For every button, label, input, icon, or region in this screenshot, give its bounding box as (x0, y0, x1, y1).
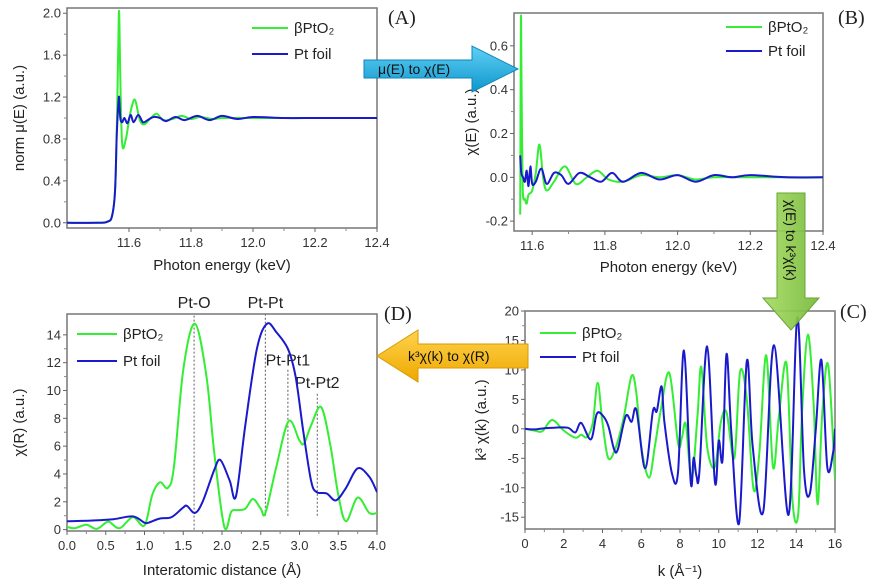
arrow-k3chi-to-r-label: k³χ(k) to χ(R) (408, 348, 490, 364)
x-tick-label: 11.6 (520, 238, 544, 253)
plot-frame (513, 12, 824, 232)
legend-label: Pt foil (768, 43, 806, 60)
y-tick-label: 14 (47, 327, 61, 342)
y-tick-label: 0 (512, 421, 519, 436)
y-tick-label: 0.2 (490, 126, 508, 141)
arrow-right-shape (363, 45, 520, 93)
arrow-left-shape (376, 329, 529, 383)
panel-label: (D) (384, 303, 412, 325)
panel-b-chi-e: 11.6 11.8 12.0 12.2 12.4 -0.2 0.0 0.2 0.4 0.6 βPtO… (463, 7, 865, 276)
y-tick-label: 8 (54, 411, 61, 426)
panel-label: (B) (838, 7, 865, 29)
peak-label-pt-o: Pt-O (178, 295, 211, 312)
legend-label: Pt foil (582, 349, 620, 366)
x-axis-title: Photon energy (keV) (600, 259, 738, 276)
y-tick-label: 0.6 (490, 38, 508, 53)
series-line-beta-pto2 (525, 333, 835, 524)
x-tick-label: 3.0 (290, 538, 308, 553)
y-tick-label: 4 (54, 466, 61, 481)
x-tick-label: 0 (521, 536, 528, 551)
peak-label-pt-pt2: Pt-Pt2 (295, 375, 340, 392)
y-tick-label: 10 (47, 383, 61, 398)
peak-label-pt-pt: Pt-Pt (248, 295, 284, 312)
x-tick-label: 4.0 (368, 538, 386, 553)
panel-d-chi-r: Pt-O Pt-Pt Pt-Pt1 Pt-Pt2 0.0 0.5 1.0 1.5 2.0 2.5 3… (11, 295, 412, 579)
legend-label: βPtO₂ (123, 326, 163, 343)
legend-label: βPtO₂ (294, 20, 334, 37)
x-tick-label: 3.5 (329, 538, 347, 553)
plot-frame (66, 313, 378, 532)
y-axis-title: χ(R) (a.u.) (11, 389, 28, 457)
legend-label: βPtO₂ (768, 19, 808, 36)
series-line-pt-foil (525, 316, 835, 526)
y-tick-label: -15 (500, 510, 519, 525)
y-tick-label: 5 (512, 392, 519, 407)
x-tick-label: 12.2 (738, 238, 763, 253)
x-tick-label: 11.6 (117, 235, 141, 250)
y-tick-label: 12 (47, 355, 61, 370)
y-tick-label: 0.0 (43, 215, 61, 230)
arrow-chi-to-k3chi: χ(E) to k³χ(k) (761, 192, 821, 331)
y-axis-title: norm μ(E) (a.u.) (11, 65, 28, 171)
y-axis-title: χ(E) (a.u.) (463, 88, 480, 155)
x-tick-label: 12.0 (240, 235, 265, 250)
y-tick-label: 6 (54, 439, 61, 454)
series-line-pt-foil (67, 95, 377, 224)
x-tick-label: 2.0 (213, 538, 231, 553)
y-axis-title: k³ χ(k) (a.u.) (473, 379, 490, 460)
y-tick-label: 1.2 (43, 90, 61, 105)
x-tick-label: 6 (638, 536, 645, 551)
series-line-pt-foil (519, 155, 823, 188)
x-axis-title: k (Å⁻¹) (658, 563, 703, 580)
x-tick-label: 1.0 (135, 538, 153, 553)
x-axis-title: Photon energy (keV) (153, 257, 291, 274)
x-tick-label: 14 (789, 536, 803, 551)
x-axis-title: Interatomic distance (Å) (143, 562, 301, 579)
panel-a-xanes: 11.6 11.8 12.0 12.2 12.4 0.0 0.4 0.8 1.2 1.6 2.0 βP… (11, 6, 416, 274)
arrow-chi-to-k3chi-label: χ(E) to k³χ(k) (783, 200, 799, 281)
x-tick-label: 8 (676, 536, 683, 551)
arrow-mu-to-chi: μ(E) to χ(E) (363, 45, 520, 93)
x-tick-label: 12 (750, 536, 764, 551)
y-tick-label: 0.0 (490, 170, 508, 185)
x-tick-label: 10 (712, 536, 726, 551)
x-tick-label: 16 (828, 536, 842, 551)
y-tick-label: 1.6 (43, 48, 61, 63)
y-tick-label: 20 (505, 304, 519, 319)
peak-label-pt-pt1: Pt-Pt1 (266, 353, 311, 370)
x-tick-label: 2.5 (252, 538, 270, 553)
x-tick-label: 2 (560, 536, 567, 551)
series-line-pt-foil (67, 322, 377, 525)
arrow-down-shape (761, 192, 821, 331)
legend-label: Pt foil (294, 46, 332, 63)
x-tick-label: 12.4 (364, 235, 389, 250)
panel-label: (A) (388, 7, 416, 29)
x-tick-label: 11.8 (179, 235, 203, 250)
y-tick-label: -0.2 (486, 214, 508, 229)
x-tick-label: 12.2 (302, 235, 327, 250)
y-tick-label: 0.8 (43, 131, 61, 146)
arrow-mu-to-chi-label: μ(E) to χ(E) (378, 61, 450, 77)
x-tick-label: 12.4 (810, 238, 835, 253)
y-tick-label: 0 (54, 522, 61, 537)
x-tick-label: 1.5 (174, 538, 192, 553)
y-tick-label: 2 (54, 494, 61, 509)
series-line-beta-pto2 (67, 322, 377, 531)
legend-label: βPtO₂ (582, 325, 622, 342)
y-tick-label: 2.0 (43, 6, 61, 21)
x-tick-label: 0.0 (58, 538, 76, 553)
panel-label: (C) (840, 301, 867, 323)
y-tick-label: 0.4 (490, 82, 508, 97)
y-tick-label: -10 (500, 480, 519, 495)
x-tick-label: 11.8 (593, 238, 617, 253)
x-tick-label: 4 (599, 536, 606, 551)
x-tick-label: 12.0 (665, 238, 690, 253)
arrow-k3chi-to-r: k³χ(k) to χ(R) (376, 329, 529, 383)
x-tick-label: 0.5 (97, 538, 115, 553)
legend-label: Pt foil (123, 353, 161, 370)
y-tick-label: 0.4 (43, 173, 61, 188)
y-tick-label: -5 (507, 451, 519, 466)
